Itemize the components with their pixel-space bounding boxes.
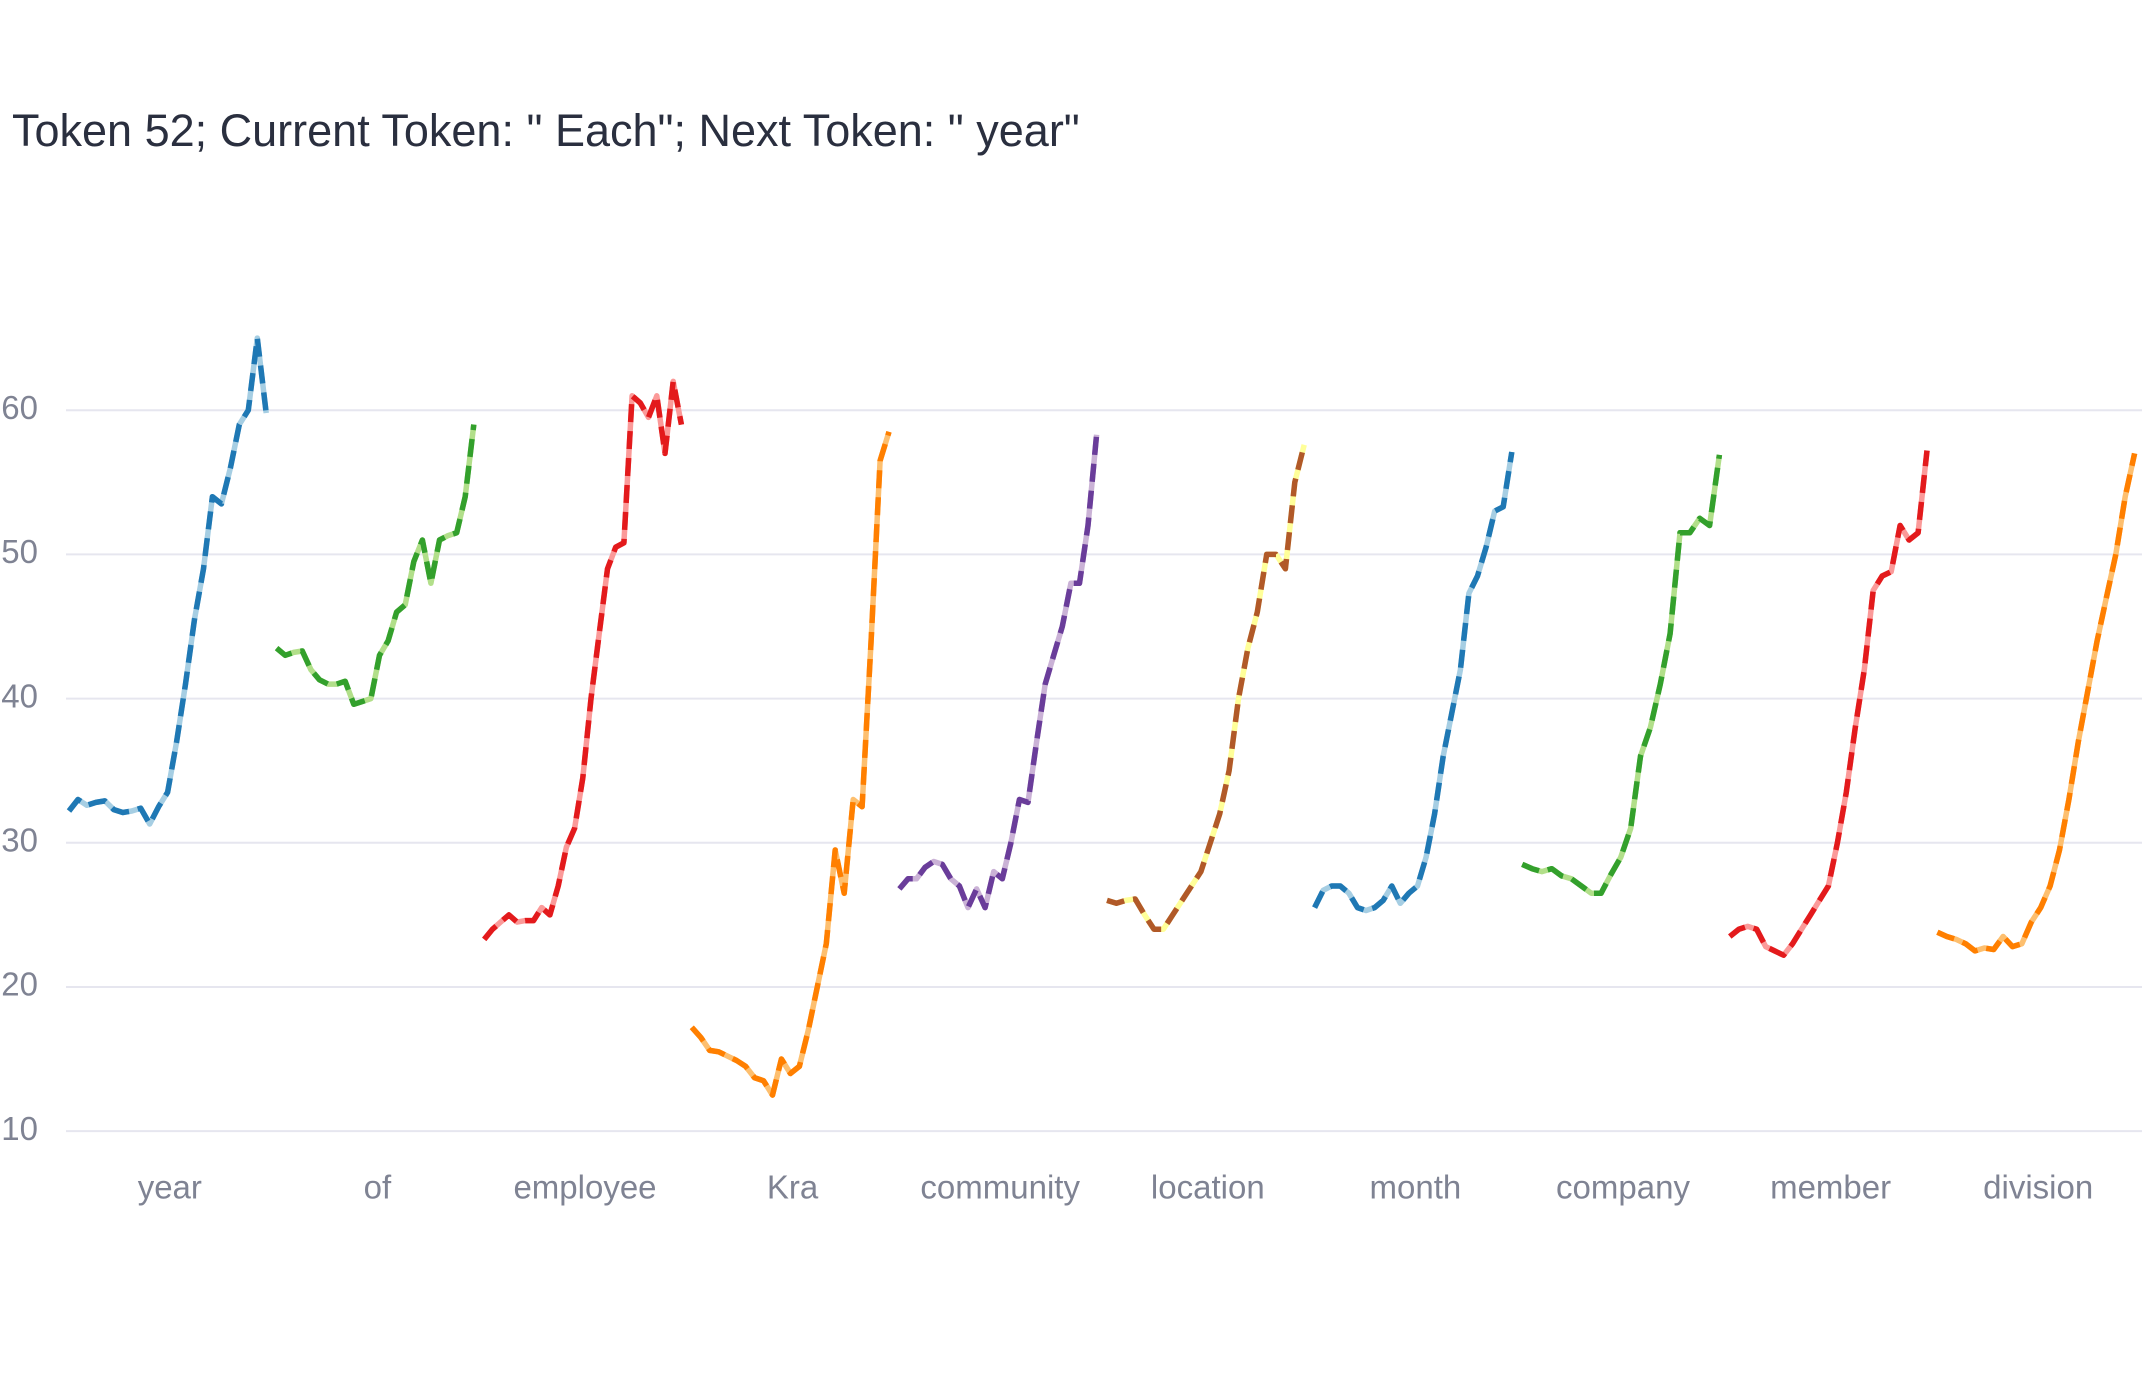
line-base: [1521, 454, 1723, 896]
line-base: [1312, 451, 1515, 914]
line: [482, 378, 685, 942]
y-tick-label: 20: [1, 966, 38, 1003]
x-tick-label: member: [1770, 1169, 1891, 1206]
x-tick-label: location: [1151, 1169, 1265, 1206]
x-tick-label: of: [364, 1169, 392, 1206]
x-tick-label: company: [1556, 1169, 1690, 1206]
chart-title: Token 52; Current Token: " Each"; Next T…: [12, 105, 1080, 156]
line-base: [689, 430, 892, 1098]
y-tick-label: 40: [1, 677, 38, 714]
line: [1106, 444, 1307, 933]
y-tick-label: 50: [1, 533, 38, 570]
x-tick-label: year: [138, 1169, 202, 1206]
x-tick-label: community: [920, 1169, 1080, 1206]
line-base: [897, 434, 1100, 911]
x-tick-label: employee: [513, 1169, 656, 1206]
x-tick-label: Kra: [767, 1169, 819, 1206]
line: [1312, 451, 1515, 914]
line-base: [482, 378, 685, 942]
line: [897, 434, 1100, 911]
y-tick-label: 60: [1, 389, 38, 426]
line-base: [1106, 444, 1307, 933]
x-tick-label: month: [1370, 1169, 1462, 1206]
plot-area: [66, 335, 2138, 1098]
line-base: [1936, 452, 2138, 954]
line: [1936, 452, 2138, 954]
line: [274, 424, 477, 708]
line: [1728, 450, 1930, 958]
line: [66, 335, 269, 827]
y-tick-label: 10: [1, 1110, 38, 1147]
axis-labels: 10 20 30 40 50 60 year of employee Kra community lo…: [1, 389, 2093, 1206]
y-tick-label: 30: [1, 821, 38, 858]
grid: [66, 409, 2142, 1133]
line: [1521, 454, 1723, 896]
x-tick-label: division: [1983, 1169, 2093, 1206]
line: [689, 430, 892, 1098]
